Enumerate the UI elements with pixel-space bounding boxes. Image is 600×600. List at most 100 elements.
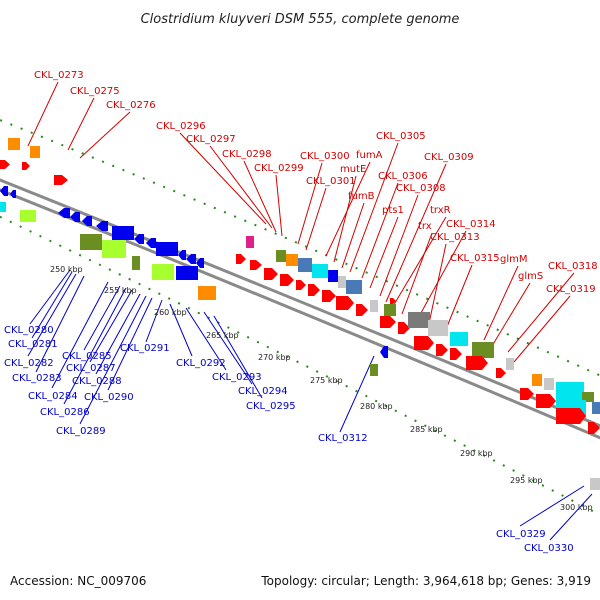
gene-block-17 xyxy=(156,242,178,256)
gene-label-reverse: CKL_0329 xyxy=(496,529,546,540)
gene-block-60 xyxy=(544,378,554,390)
gene-label-forward: fumB xyxy=(348,191,375,202)
leader-line xyxy=(297,162,323,245)
gene-track xyxy=(0,138,600,490)
leader-line xyxy=(31,271,73,339)
leader-line xyxy=(79,295,147,425)
leader-line xyxy=(79,111,131,159)
map-title: Clostridium kluyveri DSM 555, complete g… xyxy=(141,12,460,27)
gene-label-reverse: CKL_0330 xyxy=(524,543,574,554)
gene-label-forward: CKL_0300 xyxy=(300,151,350,162)
leader-line xyxy=(27,273,77,357)
leader-line xyxy=(483,265,519,341)
gene-label-reverse: CKL_0312 xyxy=(318,433,368,444)
gene-label-reverse: CKL_0290 xyxy=(84,392,134,403)
gene-block-58 xyxy=(496,368,506,378)
kbp-tick-label: 250 kbp xyxy=(50,265,83,274)
gene-label-reverse: CKL_0293 xyxy=(212,372,262,383)
leader-line xyxy=(145,299,163,343)
leader-line xyxy=(341,202,365,269)
gene-block-7 xyxy=(10,190,16,198)
gene-block-2 xyxy=(30,146,40,158)
gene-label-forward: pts1 xyxy=(382,205,404,216)
gene-block-40 xyxy=(308,284,320,296)
gene-block-1 xyxy=(8,138,20,150)
gene-label-forward: trx xyxy=(418,221,432,232)
gene-label-reverse: CKL_0282 xyxy=(4,358,54,369)
gene-label-reverse: CKL_0281 xyxy=(8,339,58,350)
gene-label-forward: CKL_0301 xyxy=(306,176,356,187)
gene-block-36 xyxy=(346,280,362,294)
gene-block-35 xyxy=(338,276,346,288)
leader-line xyxy=(427,243,447,329)
gene-block-33 xyxy=(312,264,328,278)
gene-label-forward: CKL_0314 xyxy=(446,219,496,230)
gene-block-69 xyxy=(380,346,388,358)
gene-block-9 xyxy=(20,210,36,222)
gene-block-39 xyxy=(296,280,306,290)
leader-line xyxy=(243,160,277,233)
gene-label-reverse: CKL_0295 xyxy=(246,401,296,412)
gene-label-reverse: CKL_0285 xyxy=(62,351,112,362)
gene-block-19 xyxy=(186,254,196,264)
gene-label-forward: trxR xyxy=(430,205,451,216)
gene-label-forward: CKL_0276 xyxy=(106,100,156,111)
kbp-tick-label: 260 kbp xyxy=(154,308,187,317)
gene-block-37 xyxy=(264,268,278,280)
gene-label-reverse: CKL_0294 xyxy=(238,386,288,397)
gene-block-52 xyxy=(436,344,448,356)
gene-block-56 xyxy=(466,356,488,370)
gene-label-forward: CKL_0296 xyxy=(156,121,206,132)
gene-block-16 xyxy=(146,238,156,248)
leader-line xyxy=(63,287,127,405)
gene-block-46 xyxy=(390,298,396,304)
leader-line xyxy=(89,289,133,363)
gene-block-28 xyxy=(236,254,246,264)
gene-label-reverse: CKL_0286 xyxy=(40,407,90,418)
gene-block-48 xyxy=(398,322,410,334)
gene-block-49 xyxy=(408,312,430,328)
leader-line xyxy=(35,275,85,373)
gene-label-forward: CKL_0305 xyxy=(376,131,426,142)
leader-line xyxy=(203,311,253,385)
leader-line xyxy=(491,282,531,347)
gene-block-26 xyxy=(198,286,216,300)
gene-block-55 xyxy=(472,342,494,358)
gene-label-reverse: CKL_0287 xyxy=(66,363,116,374)
gene-block-14 xyxy=(112,226,134,240)
gene-block-25 xyxy=(176,266,198,280)
gene-block-68 xyxy=(588,422,600,434)
leader-line xyxy=(333,175,357,263)
gene-block-18 xyxy=(178,250,186,260)
kbp-tick-label: 275 kbp xyxy=(310,376,343,385)
gene-block-21 xyxy=(80,234,102,250)
gene-label-forward: CKL_0275 xyxy=(70,86,120,97)
leader-line xyxy=(339,355,375,433)
gene-label-forward: fumA xyxy=(356,150,383,161)
leader-line xyxy=(213,315,263,399)
gene-block-23 xyxy=(132,256,140,270)
topology-text: Topology: circular; Length: 3,964,618 bp… xyxy=(261,574,591,588)
gene-label-forward: mutE xyxy=(340,164,366,175)
gene-block-53 xyxy=(450,332,468,346)
gene-block-32 xyxy=(298,258,312,272)
gene-label-forward: CKL_0298 xyxy=(222,149,272,160)
gene-block-64 xyxy=(520,388,534,400)
gene-block-5 xyxy=(54,175,68,185)
gene-block-3 xyxy=(0,160,10,169)
gene-label-forward: CKL_0306 xyxy=(378,171,428,182)
gene-block-43 xyxy=(356,304,368,316)
leader-line xyxy=(513,295,571,363)
gene-block-15 xyxy=(134,234,144,244)
leader-line xyxy=(107,297,153,391)
leader-line xyxy=(443,264,473,335)
gene-label-forward: CKL_0297 xyxy=(186,134,236,145)
gene-block-12 xyxy=(82,216,92,226)
gene-block-59 xyxy=(532,374,542,386)
gene-block-29 xyxy=(250,260,262,270)
accession-text: Accession: NC_009706 xyxy=(10,574,147,588)
gene-block-30 xyxy=(276,250,286,262)
gene-block-47 xyxy=(380,316,396,328)
leader-line xyxy=(305,187,327,251)
leader-lines xyxy=(27,81,593,541)
